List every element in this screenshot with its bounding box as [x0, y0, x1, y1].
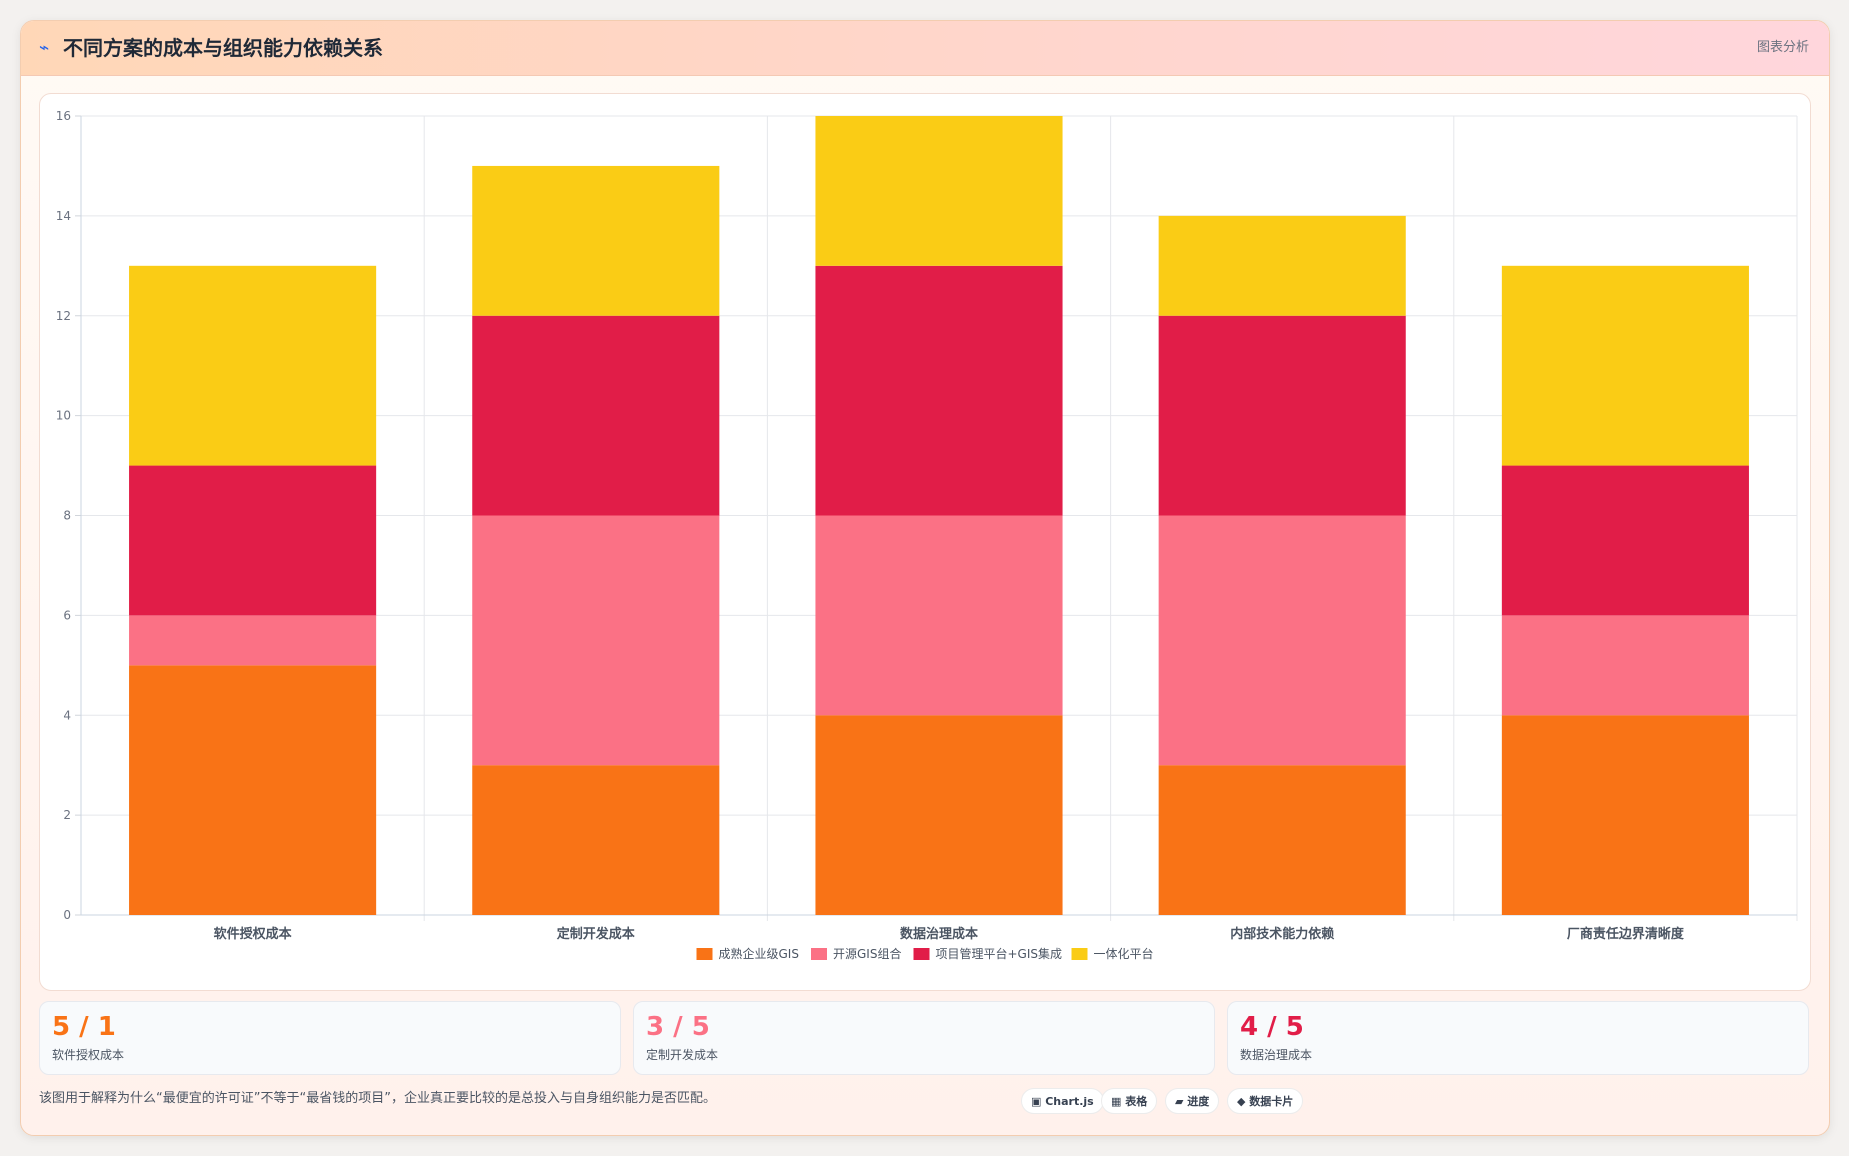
chart-panel: 0 2 4 6 8 10 12 14 16 软件授权成本 定制开发成本 数据治理成本 内部技术能力依赖 厂… — [39, 93, 1811, 991]
stat-card-0: 5 / 1 软件授权成本 — [39, 1001, 621, 1075]
bar-segment — [472, 515, 720, 766]
legend-label: 项目管理平台+GIS集成 — [936, 946, 1063, 961]
y-tick-label: 10 — [56, 409, 71, 423]
card-header: ⌁ 不同方案的成本与组织能力依赖关系 图表分析 — [21, 21, 1829, 76]
chart-analysis-button[interactable]: 图表分析 — [1756, 40, 1809, 55]
bar-segment — [1501, 265, 1749, 466]
tag-progress[interactable]: ▰ 进度 — [1165, 1088, 1220, 1114]
x-tick-label: 厂商责任边界清晰度 — [1567, 926, 1685, 942]
bar-segment — [129, 665, 377, 915]
y-tick-label: 12 — [56, 309, 71, 323]
bar-segment — [129, 265, 377, 466]
bar-segment — [1158, 215, 1406, 316]
bar-segment — [1158, 515, 1406, 766]
stat-card-1: 3 / 5 定制开发成本 — [633, 1001, 1215, 1075]
bar-segment — [815, 116, 1063, 266]
y-tick-label: 4 — [63, 708, 71, 722]
tag-data-card[interactable]: ◆ 数据卡片 — [1227, 1088, 1304, 1114]
trend-icon: ⌁ — [39, 38, 50, 58]
legend-swatch — [811, 948, 827, 960]
legend-swatch — [1071, 948, 1088, 960]
bar-segment — [815, 515, 1063, 716]
y-tick-label: 16 — [56, 109, 71, 123]
stat-value: 3 / 5 — [646, 1012, 710, 1042]
stat-label: 软件授权成本 — [52, 1048, 125, 1062]
x-tick-label: 软件授权成本 — [214, 926, 292, 942]
bar-segment — [472, 765, 720, 915]
bar-segment — [129, 615, 377, 666]
stat-value: 4 / 5 — [1240, 1012, 1304, 1042]
bar-segment — [472, 165, 720, 316]
x-tick-label: 数据治理成本 — [900, 926, 978, 942]
bar-segment — [1501, 715, 1749, 915]
y-tick-label: 8 — [63, 509, 71, 523]
bar-segment — [815, 715, 1063, 915]
bar-segment — [1158, 315, 1406, 516]
tag-chartjs[interactable]: ▣ Chart.js — [1021, 1088, 1104, 1114]
legend-label: 开源GIS组合 — [833, 946, 901, 961]
legend-swatch — [696, 948, 713, 960]
legend-label: 成熟企业级GIS — [719, 946, 799, 961]
stat-value: 5 / 1 — [52, 1012, 116, 1042]
bar-segment — [472, 315, 720, 516]
legend-label: 一体化平台 — [1094, 946, 1154, 961]
stacked-bar-chart: 0 2 4 6 8 10 12 14 16 软件授权成本 定制开发成本 数据治理成本 内部技术能力依赖 厂… — [56, 109, 1798, 961]
y-tick-label: 0 — [63, 908, 71, 922]
tag-table[interactable]: ▦ 表格 — [1101, 1088, 1158, 1114]
footer-note: 该图用于解释为什么“最便宜的许可证”不等于“最省钱的项目”，企业真正要比较的是总… — [39, 1091, 716, 1106]
stat-card-2: 4 / 5 数据治理成本 — [1227, 1001, 1809, 1075]
page-title: 不同方案的成本与组织能力依赖关系 — [63, 36, 383, 60]
bar-segment — [1158, 765, 1406, 915]
bar-segment — [1501, 465, 1749, 616]
chart-card: ⌁ 不同方案的成本与组织能力依赖关系 图表分析 0 2 4 6 8 10 12 14 16 软件授… — [20, 20, 1830, 1136]
legend-swatch — [913, 948, 930, 960]
stat-label: 定制开发成本 — [646, 1048, 719, 1062]
bar-segment — [129, 465, 377, 616]
y-tick-label: 14 — [56, 209, 71, 223]
stat-label: 数据治理成本 — [1240, 1048, 1313, 1062]
x-tick-label: 定制开发成本 — [556, 926, 635, 942]
bar-segment — [815, 265, 1063, 516]
bar-segment — [1501, 615, 1749, 716]
y-tick-label: 2 — [63, 808, 71, 822]
x-tick-label: 内部技术能力依赖 — [1230, 926, 1334, 942]
y-tick-label: 6 — [63, 608, 71, 622]
